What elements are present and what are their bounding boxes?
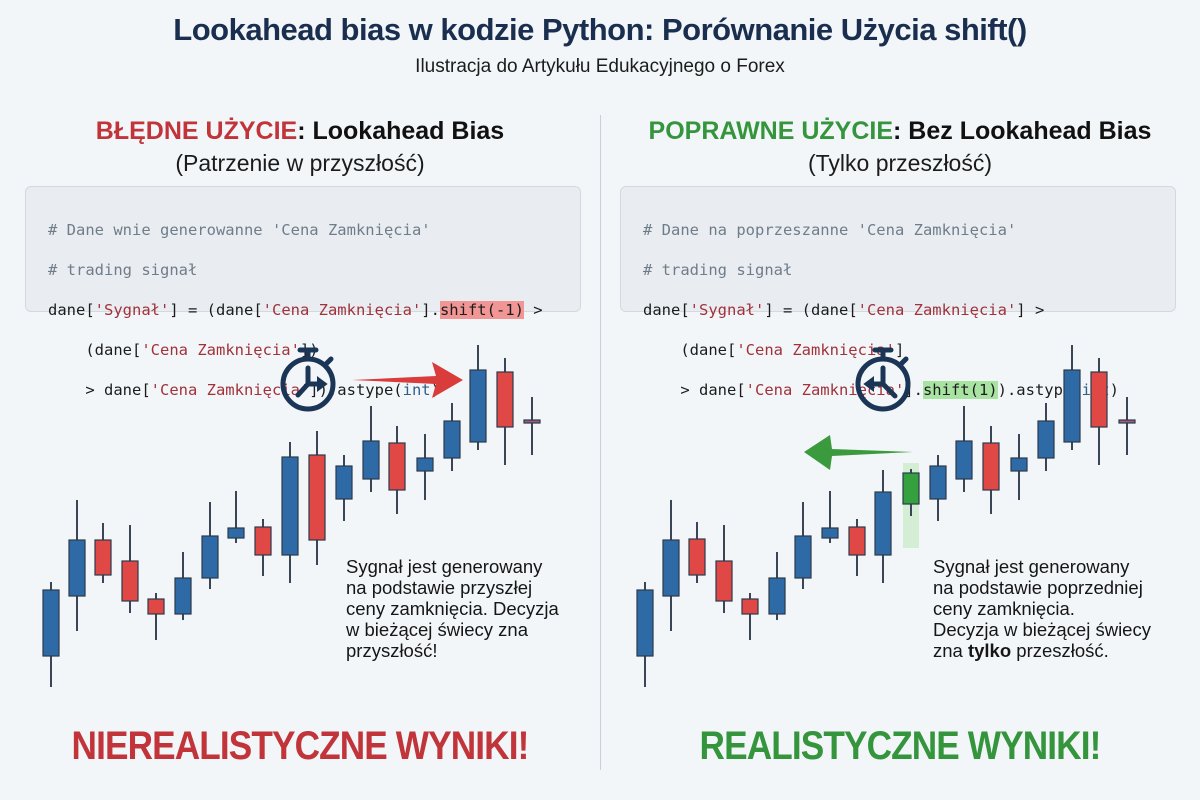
candle-body — [902, 472, 920, 505]
code-line: (dane['Cena Zamknięcia']) — [48, 341, 319, 359]
candle-body — [874, 491, 892, 556]
shift-negative-highlight: shift(-1) — [439, 301, 524, 319]
code-line: dane['Sygnał'] = (dane['Cena Zamknięcia'… — [643, 301, 1045, 319]
left-panel-heading: BŁĘDNE UŻYCIE: Lookahead Bias (Patrzenie… — [0, 116, 600, 178]
shift-positive-highlight: shift(1) — [922, 381, 998, 399]
candle-body — [821, 527, 839, 539]
candle-body — [523, 419, 541, 424]
right-label-rest: : Bez Lookahead Bias — [893, 117, 1152, 145]
candle-body — [227, 527, 245, 539]
candle-body — [121, 560, 139, 602]
arrow-left-icon — [804, 435, 913, 470]
stopwatch-backward-icon — [855, 347, 911, 412]
candle-body — [982, 442, 1000, 491]
candle-body — [715, 560, 733, 602]
code-line: (dane['Cena Zamknięcia'] — [643, 341, 905, 359]
candle-body — [308, 454, 326, 541]
candle-body — [496, 371, 514, 428]
arrow-right-icon — [352, 362, 463, 398]
candle-body — [848, 526, 866, 556]
panel-divider — [600, 115, 601, 770]
candle-body — [929, 465, 947, 500]
code-comment: # trading signał — [48, 261, 198, 279]
candle-body — [42, 589, 60, 657]
code-line: > dane['Cena Zamknięcia']).astype(int) — [48, 381, 440, 399]
candle-body — [1090, 371, 1108, 428]
candle-body — [741, 598, 759, 615]
right-label-colored: POPRAWNE UŻYCIE — [648, 117, 894, 145]
candle-body — [147, 598, 165, 615]
candle-body — [416, 457, 434, 472]
right-sublabel: (Tylko przeszłość) — [807, 150, 993, 176]
candle-body — [955, 440, 973, 480]
left-verdict: NIEREALISTYCZNE WYNIKI! — [71, 724, 530, 768]
candle-body — [469, 369, 487, 443]
code-comment: # trading signał — [643, 261, 793, 279]
right-candlestick-chart — [636, 345, 1136, 687]
page-subtitle: Ilustracja do Artykułu Edukacyjnego o Fo… — [415, 56, 785, 77]
right-code-block: # Dane na poprzeszanne 'Cena Zamknięcia'… — [620, 186, 1176, 399]
code-comment: # Dane wnie generowanne 'Cena Zamknięcia… — [48, 221, 431, 239]
left-label-colored: BŁĘDNE UŻYCIE — [95, 117, 298, 145]
candle-body — [636, 589, 654, 657]
left-explanation: Sygnał jest generowany na podstawie przy… — [346, 556, 559, 661]
candle-body — [174, 577, 192, 615]
candle-body — [768, 577, 786, 615]
candle-body — [1010, 457, 1028, 472]
left-code-block: # Dane wnie generowanne 'Cena Zamknięcia… — [25, 186, 581, 399]
right-verdict: REALISTYCZNE WYNIKI! — [699, 724, 1102, 768]
candle-body — [794, 535, 812, 579]
right-panel-heading: POPRAWNE UŻYCIE: Bez Lookahead Bias (Tyl… — [600, 116, 1200, 178]
right-explanation: Sygnał jest generowany na podstawie popr… — [933, 556, 1151, 661]
candle-body — [1063, 369, 1081, 443]
left-candlestick-chart — [42, 345, 541, 687]
code-line: > dane['Cena Zamknięcia'].shift(1)).asty… — [643, 381, 1119, 399]
candle-body — [94, 539, 112, 576]
candle-body — [254, 526, 272, 556]
candle-body — [388, 442, 406, 491]
candle-body — [335, 465, 353, 500]
candle-body — [362, 440, 380, 480]
code-comment: # Dane na poprzeszanne 'Cena Zamknięcia' — [643, 221, 1017, 239]
candle-body — [68, 539, 86, 597]
page-title: Lookahead bias w kodzie Python: Porównan… — [173, 12, 1027, 47]
candle-body — [662, 539, 680, 597]
left-label-rest: : Lookahead Bias — [297, 117, 505, 145]
candle-body — [201, 535, 219, 579]
emphasis-tylko: tylko — [967, 640, 1012, 661]
candle-body — [688, 538, 706, 576]
candle-body — [1118, 419, 1136, 424]
stopwatch-forward-icon — [280, 347, 336, 412]
code-line: dane['Sygnał'] = (dane['Cena Zamknięcia'… — [48, 301, 543, 319]
candle-body — [1037, 420, 1055, 459]
candle-body — [443, 420, 461, 459]
candle-body — [281, 456, 299, 556]
left-sublabel: (Patrzenie w przyszłość) — [175, 150, 425, 176]
